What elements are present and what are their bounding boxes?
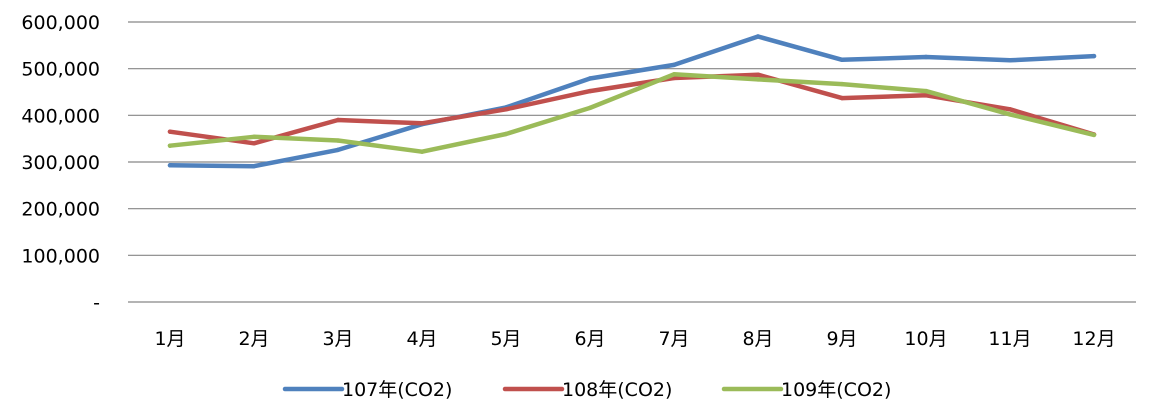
y-tick-label: 400,000 xyxy=(21,105,100,127)
data-point xyxy=(923,88,929,94)
data-point xyxy=(1007,107,1013,112)
data-point xyxy=(419,121,425,126)
data-point xyxy=(587,105,593,111)
data-point xyxy=(1007,58,1013,63)
x-tick-label: 4月 xyxy=(406,328,437,350)
x-tick-label: 8月 xyxy=(742,328,773,350)
data-point xyxy=(923,54,929,60)
y-tick-label: 600,000 xyxy=(21,12,100,34)
x-tick-label: 1月 xyxy=(154,328,185,350)
data-point xyxy=(839,95,845,101)
x-tick-label: 6月 xyxy=(574,328,605,350)
series-line-3 xyxy=(167,72,1097,154)
x-axis: 1月 2月 3月 4月 5月 6月 7月 8月 9月 10月 11月 12月 xyxy=(154,328,1115,350)
legend-label: 109年(CO2) xyxy=(781,379,891,401)
x-tick-label: 11月 xyxy=(988,328,1031,350)
data-point xyxy=(503,131,509,137)
data-point xyxy=(251,141,257,146)
x-tick-label: 2月 xyxy=(238,328,269,350)
y-tick-label: - xyxy=(93,292,100,314)
data-point xyxy=(251,134,257,139)
data-point xyxy=(503,107,509,112)
data-point xyxy=(839,81,845,87)
data-point xyxy=(1091,132,1097,138)
data-point xyxy=(671,62,677,68)
data-point xyxy=(335,147,341,153)
x-tick-label: 5月 xyxy=(490,328,521,350)
gridlines xyxy=(128,21,1136,303)
y-tick-label: 100,000 xyxy=(21,245,100,267)
data-point xyxy=(251,164,257,169)
data-point xyxy=(1091,53,1097,59)
data-point xyxy=(167,163,173,168)
y-axis: - 100,000 200,000 300,000 400,000 500,000 600,… xyxy=(21,12,100,314)
y-tick-label: 200,000 xyxy=(21,199,100,221)
data-point xyxy=(923,93,929,98)
series-line-2 xyxy=(167,72,1097,146)
x-tick-label: 7月 xyxy=(658,328,689,350)
series-line-1 xyxy=(167,34,1097,169)
y-tick-label: 300,000 xyxy=(21,152,100,174)
x-tick-label: 3月 xyxy=(322,328,353,350)
data-point xyxy=(167,129,173,134)
legend-label: 108年(CO2) xyxy=(562,379,672,401)
legend: 107年(CO2) 108年(CO2) 109年(CO2) xyxy=(282,379,891,401)
legend-label: 107年(CO2) xyxy=(342,379,452,401)
y-tick-label: 500,000 xyxy=(21,59,100,81)
x-tick-label: 9月 xyxy=(826,328,857,350)
x-tick-label: 12月 xyxy=(1072,328,1115,350)
data-point xyxy=(335,138,341,143)
data-point xyxy=(1007,112,1013,117)
data-point xyxy=(755,34,761,39)
data-point xyxy=(755,77,761,82)
data-point xyxy=(671,72,677,77)
x-tick-label: 10月 xyxy=(904,328,947,350)
data-point xyxy=(755,72,761,77)
data-point xyxy=(587,88,593,94)
data-point xyxy=(419,149,425,154)
data-point xyxy=(335,117,341,123)
data-point xyxy=(587,76,593,81)
series-lines xyxy=(167,34,1097,169)
data-point xyxy=(167,143,173,148)
data-point xyxy=(839,57,845,62)
